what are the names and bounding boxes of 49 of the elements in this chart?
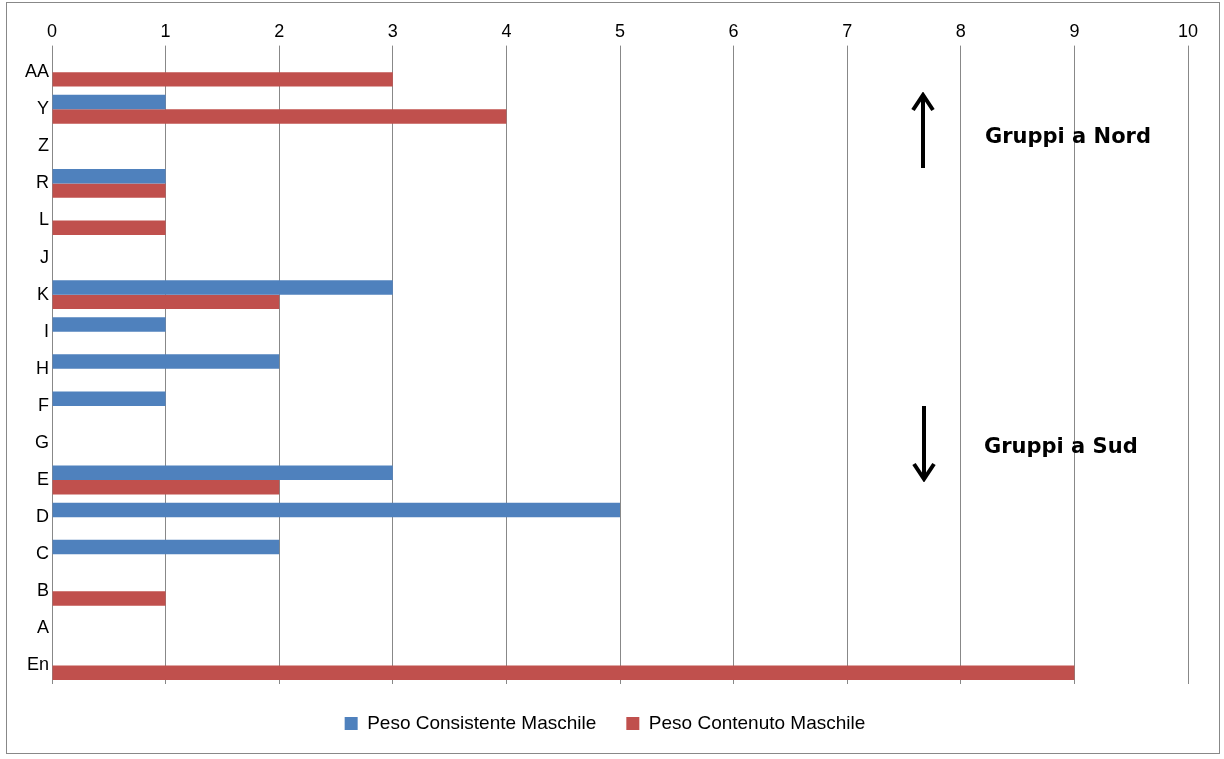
y-tick-label: Y (37, 98, 50, 119)
y-tick-label: H (36, 357, 50, 378)
y-tick-label: G (35, 431, 50, 452)
y-tick-label: E (37, 469, 50, 490)
legend-label: Peso Contenuto Maschile (648, 711, 866, 733)
x-tick-label: 1 (160, 20, 171, 41)
x-tick-label: 7 (842, 20, 853, 41)
annotation: Gruppi a Sud (984, 434, 1138, 458)
bar (52, 72, 393, 87)
bar (52, 168, 166, 184)
bar (52, 591, 166, 606)
x-tick-label: 8 (955, 20, 966, 41)
legend-label: Peso Consistente Maschile (367, 711, 597, 733)
bar (52, 665, 1075, 680)
bar (52, 354, 280, 369)
x-tick-label: 5 (615, 20, 626, 41)
y-tick-label: R (36, 172, 50, 193)
bar (52, 183, 166, 198)
x-tick-label: 2 (274, 20, 285, 41)
x-tick-label: 3 (387, 20, 398, 41)
bar (52, 220, 166, 235)
y-tick-label: AA (25, 61, 50, 82)
y-tick-label: K (37, 283, 50, 304)
bar (52, 502, 621, 518)
y-tick-label: D (36, 506, 50, 527)
y-tick-label: En (26, 654, 50, 675)
y-tick-label: L (39, 209, 50, 230)
annotation: Gruppi a Nord (985, 124, 1151, 148)
bar (52, 317, 166, 332)
x-tick-label: 6 (728, 20, 739, 41)
y-tick-label: Z (38, 135, 50, 156)
bar (52, 109, 507, 124)
y-tick-label: A (37, 617, 50, 638)
bar (52, 391, 166, 406)
y-tick-label: C (36, 543, 50, 564)
x-tick-label: 9 (1069, 20, 1080, 41)
bar (52, 480, 280, 495)
x-tick-label: 10 (1177, 20, 1199, 41)
bar (52, 294, 280, 310)
bar (52, 280, 393, 295)
y-tick-label: I (44, 320, 50, 341)
bar (52, 539, 280, 555)
y-tick-label: F (38, 394, 50, 415)
bar (52, 465, 393, 481)
y-tick-label: B (37, 580, 50, 601)
bar (52, 94, 166, 110)
y-tick-label: J (40, 246, 50, 267)
x-tick-label: 0 (47, 20, 58, 41)
x-tick-label: 4 (501, 20, 512, 41)
